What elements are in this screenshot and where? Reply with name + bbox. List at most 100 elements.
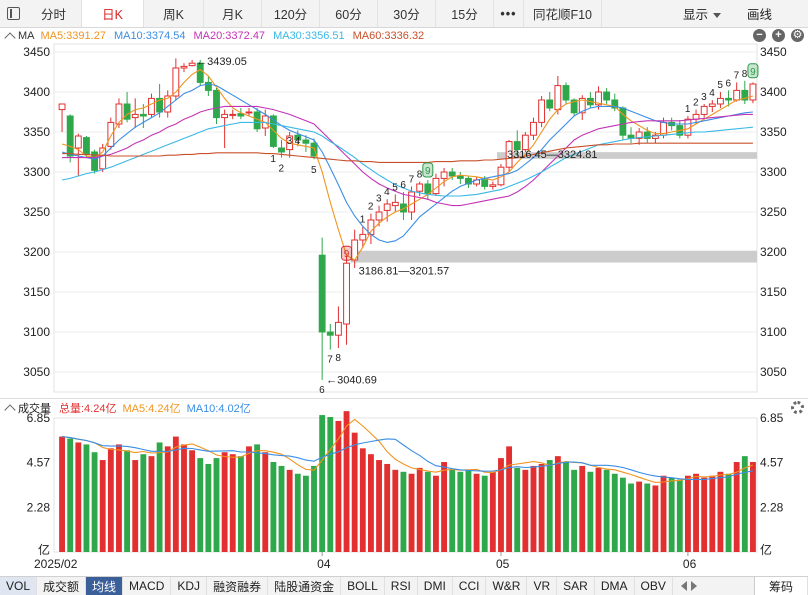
volume-bar (189, 450, 196, 552)
indicator-tab-14[interactable]: DMA (595, 577, 635, 595)
volume-bar (587, 471, 594, 552)
indicator-tab-2[interactable]: 均线 (86, 577, 124, 595)
volume-bar (522, 469, 529, 552)
date-tick: 04 (317, 557, 331, 571)
candle-body (278, 147, 285, 153)
candle (424, 180, 432, 200)
volume-bar (741, 456, 748, 552)
sequence-digit: 4 (295, 136, 301, 147)
tab-6[interactable]: 30分 (378, 0, 436, 27)
collapse-chevron-icon[interactable] (4, 403, 16, 416)
scroll-left-icon[interactable] (680, 581, 687, 591)
candle (627, 127, 635, 144)
volume-bar (595, 467, 602, 552)
indicator-tab-5[interactable]: 融资融券 (207, 577, 269, 595)
tab-0[interactable]: 分时 (26, 0, 82, 27)
candle (343, 255, 350, 345)
candle-body (562, 85, 570, 101)
volume-settings-icon[interactable] (791, 401, 804, 414)
kline-chart[interactable]: ←3439.05 ←3040.69 3316.45—3324.81 3186.81—3… (0, 0, 808, 576)
indicator-tab-15[interactable]: OBV (635, 577, 673, 595)
low-annotation: ←3040.69 (326, 374, 377, 386)
indicator-tab-13[interactable]: SAR (557, 577, 595, 595)
candle-body (229, 113, 237, 116)
candle-body (221, 113, 229, 119)
candle-body (66, 115, 74, 157)
tab-5[interactable]: 60分 (320, 0, 378, 27)
volume-bar (148, 456, 155, 552)
candle-body (448, 171, 456, 177)
tab-2[interactable]: 周K (144, 0, 204, 27)
tab-7[interactable]: 15分 (436, 0, 494, 27)
indicator-tab-10[interactable]: CCI (453, 577, 487, 595)
candle-body (489, 184, 497, 187)
tab-8[interactable]: ••• (494, 0, 524, 27)
zoom-in-icon[interactable]: + (772, 29, 785, 42)
high-annotation: ←3439.05 (196, 56, 247, 68)
candle-body (595, 91, 602, 106)
candle-body (375, 211, 383, 221)
tab-9[interactable]: 同花顺F10 (524, 0, 602, 27)
indicator-tab-12[interactable]: VR (527, 577, 558, 595)
indicator-tab-3[interactable]: MACD (123, 577, 172, 595)
tab-1[interactable]: 日K (82, 0, 144, 27)
candle-body (716, 97, 724, 105)
volume-bar (579, 465, 586, 552)
price-tick-left: 3350 (23, 125, 50, 139)
indicator-tab-11[interactable]: W&R (486, 577, 528, 595)
volume-bar (424, 471, 431, 552)
volume-bar (408, 473, 415, 552)
candle (741, 80, 749, 104)
volume-bar (75, 442, 82, 552)
tab-3[interactable]: 月K (204, 0, 262, 27)
candle (586, 92, 594, 108)
candle-body (521, 134, 529, 151)
candle (58, 103, 66, 132)
ma-legend-item: MA30:3356.51 (273, 30, 345, 42)
sequence-digit: 3 (287, 136, 293, 147)
volume-bar (67, 438, 74, 552)
price-tick-left: 3100 (23, 325, 50, 339)
tab-4[interactable]: 120分 (262, 0, 320, 27)
candle-body (58, 103, 66, 111)
volume-bar (327, 417, 334, 552)
draw-line-button[interactable]: 画线 (746, 8, 772, 22)
scroll-right-icon[interactable] (690, 581, 697, 591)
nine-badge-digit: 9 (344, 249, 350, 260)
display-menu-button[interactable]: 显示 (683, 4, 721, 23)
zoom-out-icon[interactable]: − (753, 29, 766, 42)
candle (465, 176, 472, 188)
sidebar-toggle-button[interactable] (0, 0, 26, 27)
candle (578, 95, 586, 120)
indicator-tab-8[interactable]: RSI (385, 577, 418, 595)
chips-button[interactable]: 筹码 (753, 577, 808, 595)
volume-bar (343, 411, 350, 552)
sequence-digit: 2 (279, 164, 285, 175)
volume-tick-right: 2.28 (760, 500, 784, 514)
candle (456, 172, 464, 184)
indicator-tab-4[interactable]: KDJ (171, 577, 208, 595)
indicator-tab-9[interactable]: DMI (418, 577, 453, 595)
indicator-tab-0[interactable]: VOL (0, 577, 38, 595)
volume-bar (172, 436, 179, 552)
price-tick-right: 3100 (760, 325, 787, 339)
volume-bar (457, 471, 464, 552)
sequence-digit: 1 (270, 154, 276, 165)
price-tick-left: 3450 (23, 45, 50, 59)
candle-body (383, 203, 391, 211)
volume-bar (254, 444, 261, 552)
volume-bar (164, 446, 171, 552)
indicator-tab-7[interactable]: BOLL (341, 577, 385, 595)
sequence-digit: 6 (726, 78, 732, 89)
candle-body (700, 105, 708, 115)
candle-body (204, 81, 212, 91)
volume-bar (181, 444, 187, 552)
candle (188, 60, 196, 67)
indicator-scroll (673, 577, 705, 595)
candle (237, 108, 245, 120)
indicator-tab-1[interactable]: 成交额 (37, 577, 87, 595)
candle (603, 88, 611, 104)
indicator-tab-6[interactable]: 陆股通资金 (268, 577, 342, 595)
candle (123, 92, 131, 123)
settings-icon[interactable]: ⚙ (791, 29, 804, 42)
